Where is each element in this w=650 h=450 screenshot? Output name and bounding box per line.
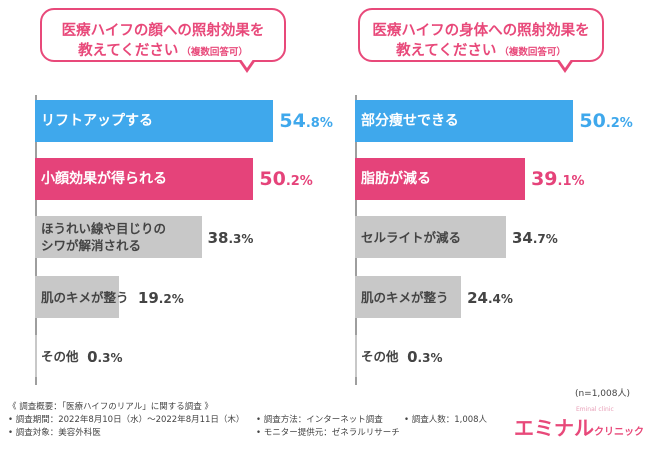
bar-label: 肌のキメが整う [361, 289, 449, 305]
bar-label: 部分痩せできる [361, 113, 459, 129]
bar-label: 小顔効果が得られる [41, 171, 167, 187]
bar-2 [355, 216, 506, 258]
survey-title: 《 調査概要：「医療ハイフのリアル」に関する調査 》 [8, 402, 213, 412]
value-label: 54.8% [279, 110, 333, 132]
bar-1 [35, 158, 254, 200]
bar-2 [35, 216, 202, 258]
value-label: 0.3% [407, 348, 443, 366]
bar-label: 脂肪が減る [361, 171, 431, 187]
value-label: 24.4% [467, 289, 513, 307]
chart-face-effects: リフトアップする 54.8% 小顔効果が得られる 50.2% ほうれい線や目じりの シワが… [35, 95, 335, 385]
survey-provider: • モニター提供元：ゼネラルリサーチ [256, 428, 400, 438]
bar-label: ほうれい線や目じりの シワが解消される [41, 221, 167, 253]
question-title-face: 医療ハイフの顔への照射効果を [61, 23, 265, 39]
survey-count: • 調査人数：1,008人 [404, 415, 488, 425]
chart-body-effects: 部分痩せできる 50.2% 脂肪が減る 39.1% セルライトが減る 34.7% 肌のキメが… [355, 95, 650, 385]
survey-period: • 調査期間：2022年8月10日（水）〜2022年8月11日（木） [8, 415, 245, 425]
bar-3 [35, 276, 119, 318]
survey-target: • 調査対象：美容外科医 [8, 428, 101, 438]
bar-0 [355, 100, 574, 142]
survey-method: • 調査方法：インターネット調査 [256, 415, 383, 425]
question-title-face-line2: 教えてください [78, 43, 179, 59]
value-label: 39.1% [531, 168, 585, 190]
bar-label: セルライトが減る [361, 229, 462, 245]
sample-size: (n=1,008人) [574, 389, 630, 399]
question-bubble-body: 医療ハイフの身体への照射効果を 教えてください （複数回答可） [358, 8, 604, 62]
value-label: 38.3% [207, 229, 254, 247]
bar-1 [355, 158, 526, 200]
bar-label: その他 [361, 348, 399, 364]
value-label: 19.2% [137, 289, 184, 307]
clinic-logo: エミナルクリニック Eminal clinic [514, 406, 644, 441]
bar-label: リフトアップする [41, 113, 153, 129]
question-bubble-face: 医療ハイフの顔への照射効果を 教えてください （複数回答可） [40, 8, 286, 62]
logo-sub: クリニック [594, 427, 644, 438]
bar-4 [35, 335, 37, 377]
bar-label: その他 [41, 348, 79, 364]
bar-0 [35, 100, 274, 142]
value-label: 50.2% [579, 110, 633, 132]
question-note-face: （複数回答可） [181, 47, 248, 58]
bar-4 [355, 335, 357, 377]
bar-label: 肌のキメが整う [41, 289, 129, 305]
question-title-body-line2: 教えてください [396, 43, 497, 59]
question-title-body: 医療ハイフの身体への照射効果を [372, 23, 590, 39]
logo-main: エミナル [514, 416, 594, 440]
logo-tagline: Eminal clinic [576, 406, 614, 413]
question-note-body: （複数回答可） [499, 47, 566, 58]
bar-3 [355, 276, 462, 318]
value-label: 34.7% [511, 229, 558, 247]
value-label: 50.2% [259, 168, 313, 190]
value-label: 0.3% [87, 348, 123, 366]
